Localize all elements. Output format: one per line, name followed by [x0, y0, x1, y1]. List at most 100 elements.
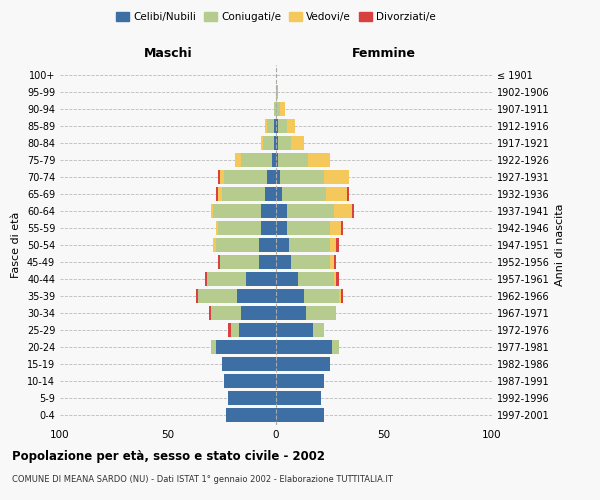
- Bar: [337, 272, 338, 286]
- Bar: [330, 238, 337, 252]
- Y-axis label: Fasce di età: Fasce di età: [11, 212, 21, 278]
- Bar: [198, 289, 237, 303]
- Bar: [337, 238, 338, 252]
- Bar: [276, 204, 287, 218]
- Bar: [287, 119, 295, 133]
- Bar: [261, 221, 276, 235]
- Bar: [226, 408, 276, 422]
- Bar: [263, 136, 274, 150]
- Bar: [246, 272, 276, 286]
- Bar: [352, 204, 354, 218]
- Bar: [341, 221, 343, 235]
- Bar: [214, 204, 261, 218]
- Bar: [274, 119, 276, 133]
- Bar: [332, 340, 338, 354]
- Bar: [241, 153, 272, 167]
- Bar: [261, 204, 276, 218]
- Bar: [276, 136, 278, 150]
- Bar: [347, 187, 349, 201]
- Bar: [265, 119, 268, 133]
- Bar: [334, 255, 337, 269]
- Bar: [207, 272, 246, 286]
- Text: Maschi: Maschi: [143, 47, 193, 60]
- Bar: [276, 357, 330, 371]
- Bar: [291, 255, 330, 269]
- Bar: [218, 170, 220, 184]
- Bar: [222, 357, 276, 371]
- Bar: [268, 119, 274, 133]
- Bar: [276, 323, 313, 337]
- Bar: [338, 289, 341, 303]
- Text: COMUNE DI MEANA SARDO (NU) - Dati ISTAT 1° gennaio 2002 - Elaborazione TUTTITALI: COMUNE DI MEANA SARDO (NU) - Dati ISTAT …: [12, 475, 393, 484]
- Legend: Celibi/Nubili, Coniugati/e, Vedovi/e, Divorziati/e: Celibi/Nubili, Coniugati/e, Vedovi/e, Di…: [112, 8, 440, 26]
- Bar: [265, 187, 276, 201]
- Bar: [287, 204, 334, 218]
- Bar: [276, 340, 332, 354]
- Bar: [304, 289, 338, 303]
- Bar: [308, 153, 330, 167]
- Bar: [211, 204, 214, 218]
- Bar: [287, 221, 330, 235]
- Bar: [229, 323, 230, 337]
- Bar: [306, 306, 337, 320]
- Bar: [330, 255, 334, 269]
- Bar: [326, 187, 347, 201]
- Bar: [218, 221, 261, 235]
- Bar: [278, 119, 287, 133]
- Bar: [261, 136, 263, 150]
- Bar: [272, 153, 276, 167]
- Bar: [224, 374, 276, 388]
- Bar: [222, 187, 265, 201]
- Bar: [230, 323, 239, 337]
- Bar: [334, 272, 337, 286]
- Bar: [224, 170, 268, 184]
- Bar: [274, 136, 276, 150]
- Bar: [276, 391, 322, 405]
- Bar: [237, 289, 276, 303]
- Bar: [276, 272, 298, 286]
- Y-axis label: Anni di nascita: Anni di nascita: [555, 204, 565, 286]
- Bar: [276, 255, 291, 269]
- Bar: [280, 102, 284, 116]
- Bar: [276, 119, 278, 133]
- Bar: [211, 340, 215, 354]
- Bar: [276, 374, 323, 388]
- Bar: [276, 289, 304, 303]
- Bar: [278, 153, 308, 167]
- Bar: [276, 408, 323, 422]
- Bar: [276, 170, 280, 184]
- Bar: [211, 306, 241, 320]
- Bar: [241, 306, 276, 320]
- Bar: [283, 187, 326, 201]
- Bar: [276, 221, 287, 235]
- Bar: [259, 255, 276, 269]
- Bar: [330, 221, 341, 235]
- Bar: [334, 204, 352, 218]
- Bar: [276, 306, 306, 320]
- Bar: [229, 391, 276, 405]
- Bar: [220, 170, 224, 184]
- Bar: [276, 153, 278, 167]
- Bar: [209, 306, 211, 320]
- Bar: [235, 153, 241, 167]
- Bar: [289, 238, 330, 252]
- Bar: [276, 85, 278, 99]
- Bar: [278, 136, 291, 150]
- Bar: [276, 187, 283, 201]
- Bar: [218, 187, 222, 201]
- Bar: [196, 289, 198, 303]
- Text: Popolazione per età, sesso e stato civile - 2002: Popolazione per età, sesso e stato civil…: [12, 450, 325, 463]
- Bar: [280, 170, 323, 184]
- Bar: [205, 272, 207, 286]
- Bar: [276, 238, 289, 252]
- Bar: [274, 102, 276, 116]
- Bar: [214, 238, 215, 252]
- Bar: [215, 340, 276, 354]
- Bar: [276, 102, 280, 116]
- Bar: [313, 323, 323, 337]
- Bar: [259, 238, 276, 252]
- Bar: [298, 272, 334, 286]
- Bar: [268, 170, 276, 184]
- Bar: [323, 170, 349, 184]
- Bar: [215, 187, 218, 201]
